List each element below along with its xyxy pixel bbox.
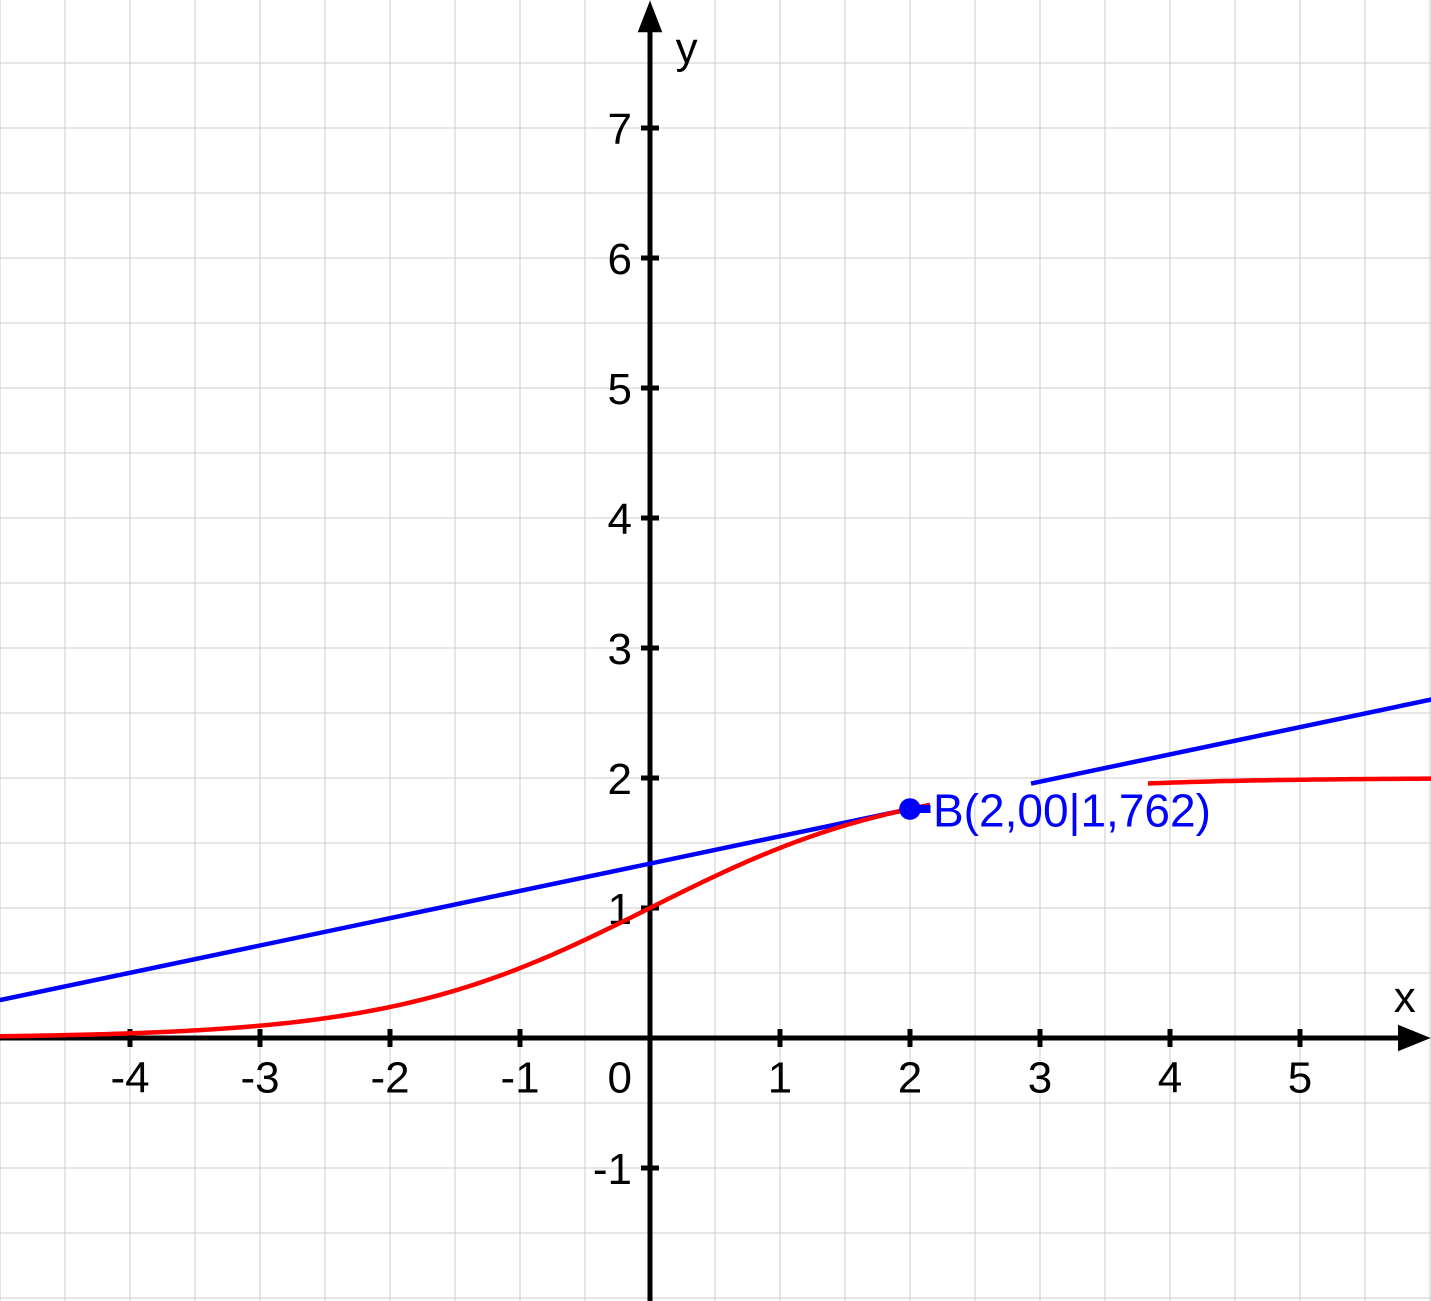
- svg-text:x: x: [1394, 973, 1416, 1022]
- svg-text:5: 5: [1288, 1053, 1312, 1102]
- svg-text:-1: -1: [500, 1053, 539, 1102]
- svg-text:-4: -4: [110, 1053, 149, 1102]
- svg-text:0: 0: [608, 1053, 632, 1102]
- svg-text:y: y: [676, 24, 698, 73]
- svg-text:5: 5: [608, 365, 632, 414]
- svg-text:2: 2: [608, 755, 632, 804]
- svg-text:B(2,00|1,762): B(2,00|1,762): [933, 784, 1211, 836]
- svg-text:7: 7: [608, 105, 632, 154]
- svg-text:6: 6: [608, 235, 632, 284]
- svg-text:3: 3: [608, 625, 632, 674]
- svg-text:4: 4: [1158, 1053, 1182, 1102]
- svg-text:4: 4: [608, 495, 632, 544]
- svg-text:2: 2: [898, 1053, 922, 1102]
- svg-text:-2: -2: [370, 1053, 409, 1102]
- svg-text:-3: -3: [240, 1053, 279, 1102]
- svg-text:-1: -1: [593, 1145, 632, 1194]
- svg-text:3: 3: [1028, 1053, 1052, 1102]
- svg-text:1: 1: [768, 1053, 792, 1102]
